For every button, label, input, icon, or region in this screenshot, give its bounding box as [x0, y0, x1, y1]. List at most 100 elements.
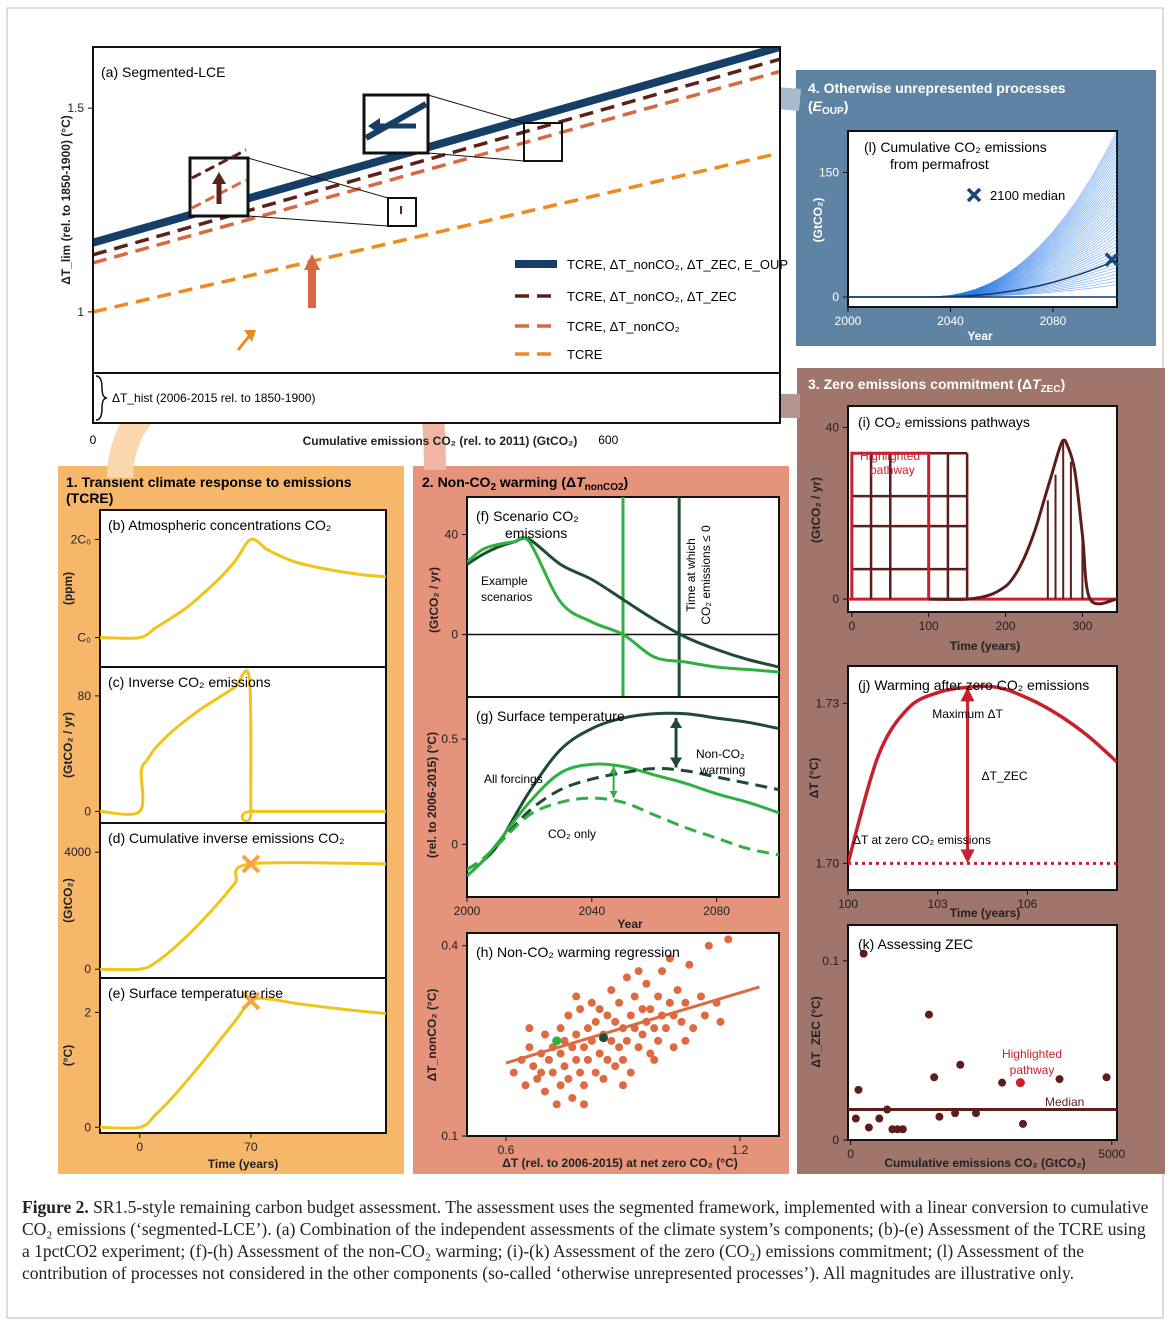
- panel-h-title: (h) Non-CO₂ warming regression: [476, 944, 680, 960]
- panel-h-point: [607, 986, 616, 995]
- panel-d-title: (d) Cumulative inverse emissions CO₂: [108, 830, 345, 846]
- panel-k-point: [1055, 1075, 1064, 1084]
- zoom-oup-arrow-head: [368, 118, 380, 134]
- zoom-connector: [427, 94, 525, 124]
- panel-k-xtick-label: 5000: [1098, 1147, 1125, 1161]
- panel-h-point: [661, 1024, 670, 1033]
- panel-h-point: [626, 1068, 635, 1077]
- panel-j-ylabel: ΔT (°C): [807, 758, 821, 799]
- legend-label: TCRE: [567, 347, 603, 362]
- panel-l-ylabel: (GtCO₂): [811, 198, 825, 243]
- panel-h-point: [591, 1068, 600, 1077]
- legend-label: TCRE, ΔT_nonCO₂, ΔT_ZEC, E_OUP: [567, 257, 788, 272]
- panel-h-point: [603, 1055, 612, 1064]
- panel-a-ytick-label: 1.5: [67, 101, 84, 115]
- panel-k-point: [898, 1125, 907, 1134]
- panel-a-title: (a) Segmented-LCE: [101, 64, 226, 80]
- panel-h-ytick-label: 0.4: [441, 939, 458, 953]
- panel-h-point: [568, 1093, 577, 1102]
- panel-d-ytick-label: 4000: [64, 845, 91, 859]
- panel-h-point: [654, 1036, 663, 1045]
- panel-h-point: [548, 1068, 557, 1077]
- panel-j-xtick-label: 103: [928, 897, 948, 911]
- main-series-line: [93, 69, 780, 265]
- panel-k-point: [864, 1123, 873, 1132]
- panel-h: 0.1 0.4 0.6 1.2 ΔT_nonCO₂ (°C) ΔT (rel. to 20…: [425, 932, 780, 1170]
- panel-k-ytick-label: 0.1: [822, 954, 839, 968]
- panel-h-point: [525, 1043, 534, 1052]
- panel-i-highlight-label: Highlighted: [860, 449, 920, 463]
- panel-i-ylabel: (GtCO₂ / yr): [809, 477, 823, 543]
- panel-h-point: [681, 1036, 690, 1045]
- panel-i-xtick-label: 300: [1072, 619, 1092, 633]
- caption-text: SR1.5-style remaining carbon budget asse…: [22, 1197, 1149, 1283]
- panel-h-point: [689, 1024, 698, 1033]
- panel-b-ytick-label: 2C₀: [71, 532, 91, 546]
- panel-e-xlabel: Time (years): [208, 1157, 278, 1171]
- clipb-plot-area: [100, 537, 386, 640]
- panel-h-point: [560, 1062, 569, 1071]
- panel-h-point: [654, 992, 663, 1001]
- panel-h-point: [611, 1017, 620, 1026]
- panel-h-point: [572, 992, 581, 1001]
- clipG-plot-area: [467, 711, 779, 878]
- clipH-plot-area: [505, 935, 760, 1109]
- panel-h-point: [509, 1068, 518, 1077]
- panel-j: 1.70 1.73 100 103 106 ΔT (°C) Time (years) (j) …: [807, 665, 1118, 920]
- panel-d-cross-marker: [241, 854, 261, 874]
- panel-i-xlabel: Time (years): [950, 639, 1020, 653]
- panel-h-highlight-point: [552, 1036, 562, 1046]
- panel-j-frame: [847, 665, 1118, 891]
- panel-h-point: [529, 1062, 538, 1071]
- panel-h-point: [576, 1005, 585, 1014]
- panel-h-ylabel: ΔT_nonCO₂ (°C): [425, 989, 439, 1082]
- panel-k-highlight-label: Highlighted: [1002, 1047, 1062, 1061]
- panel-i-highlight-label-2: pathway: [870, 463, 915, 477]
- main-series-line: [93, 151, 780, 314]
- panel-g-ylabel: (rel. to 2006-2015) (°C): [425, 732, 439, 858]
- zoom-box-small-2: [523, 122, 563, 162]
- panel-a-ytick-label: 1: [77, 305, 84, 319]
- panel-h-point: [603, 1011, 612, 1020]
- panel-d: 0 4000 (GtCO₂) (d) Cumulative inverse emiss…: [61, 822, 387, 979]
- panel-k-point: [998, 1078, 1007, 1087]
- panel-j-title: (j) Warming after zero CO₂ emissions: [858, 677, 1089, 693]
- clipc-plot-area: [100, 669, 386, 823]
- zoom-zec-line: [191, 148, 247, 180]
- panel-h-point: [697, 992, 705, 1001]
- panel-k-frame: [847, 924, 1118, 1141]
- panel-h-point: [580, 1081, 588, 1090]
- panel-g: 0 0.5 2000 2040 2080 (rel. to 2006-2015) (°C)…: [425, 696, 780, 931]
- panel-a-ylabel: ΔT_lim (rel. to 1850-1900) (°C): [59, 115, 73, 284]
- panel-l-legend-label: 2100 median: [990, 188, 1065, 203]
- panel-g-nonco2-label-2: warming: [699, 763, 745, 777]
- panel-d-ylabel: (GtCO₂): [61, 878, 75, 923]
- panel-f-note: Example: [481, 574, 528, 588]
- panel-g-xtick-label: 2080: [703, 904, 730, 918]
- panel-i-xtick-label: 200: [996, 619, 1016, 633]
- panel-f-ylabel: (GtCO₂ / yr): [427, 567, 441, 633]
- panel-h-point: [665, 998, 674, 1007]
- panel-l-xlabel: Year: [967, 329, 993, 343]
- panel-j-zec-label: ΔT_ZEC: [982, 769, 1028, 783]
- zoom-box-small: [387, 197, 417, 227]
- panel-h-point: [650, 1055, 659, 1064]
- panel-h-point: [704, 941, 713, 950]
- panel-h-point: [556, 1081, 565, 1090]
- panel-h-frame: [466, 932, 780, 1137]
- tcre-step-arrow-head: [244, 330, 256, 342]
- panel-h-point: [622, 1036, 631, 1045]
- panel-f-ytick-label: 0: [451, 628, 458, 642]
- panel-j-line: [848, 684, 1117, 864]
- panel-h-point: [700, 1011, 709, 1020]
- clipe-plot-area: [100, 996, 386, 1130]
- panel-h-point: [595, 1049, 604, 1058]
- panel-i-frame: [847, 405, 1118, 613]
- panel-f-title-2: emissions: [505, 525, 567, 541]
- panel-f-ytick-label: 40: [445, 528, 459, 542]
- panel-h-point: [681, 998, 690, 1007]
- panel-f-note-2: scenarios: [481, 590, 532, 604]
- panel-g-arrow-head: [670, 718, 683, 729]
- panel-h-point: [669, 1043, 678, 1052]
- panel-g-ytick-label: 0.5: [441, 732, 458, 746]
